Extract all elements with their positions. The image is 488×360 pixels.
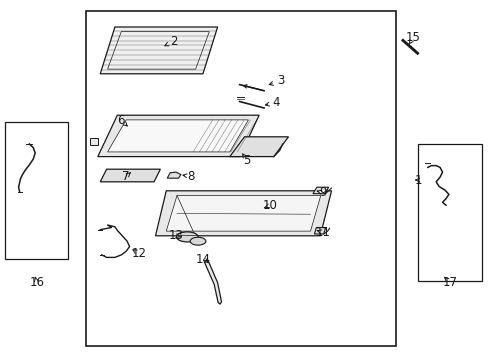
Text: 13: 13 [168,229,183,242]
Text: 4: 4 [272,96,280,109]
Polygon shape [155,191,331,236]
Polygon shape [166,195,320,231]
Text: 2: 2 [169,35,177,48]
Polygon shape [107,120,248,152]
Text: 5: 5 [243,154,250,167]
Polygon shape [229,137,288,157]
Text: 17: 17 [442,276,456,289]
Text: 8: 8 [186,170,194,183]
Polygon shape [90,138,98,145]
Text: 3: 3 [277,75,285,87]
Text: 15: 15 [405,31,420,44]
Polygon shape [167,172,181,178]
Text: 9: 9 [318,186,326,199]
Text: 14: 14 [195,253,210,266]
Text: 10: 10 [263,199,277,212]
Polygon shape [100,169,160,182]
Text: 1: 1 [413,174,421,186]
Ellipse shape [176,232,198,242]
Text: 11: 11 [315,226,329,239]
Text: 16: 16 [29,276,44,289]
Text: 7: 7 [122,170,130,183]
Text: 12: 12 [132,247,146,260]
Polygon shape [100,27,217,74]
Polygon shape [98,115,259,157]
Ellipse shape [190,237,205,245]
Polygon shape [314,228,325,234]
Text: 6: 6 [117,114,125,127]
Polygon shape [204,260,221,304]
Polygon shape [312,187,328,194]
